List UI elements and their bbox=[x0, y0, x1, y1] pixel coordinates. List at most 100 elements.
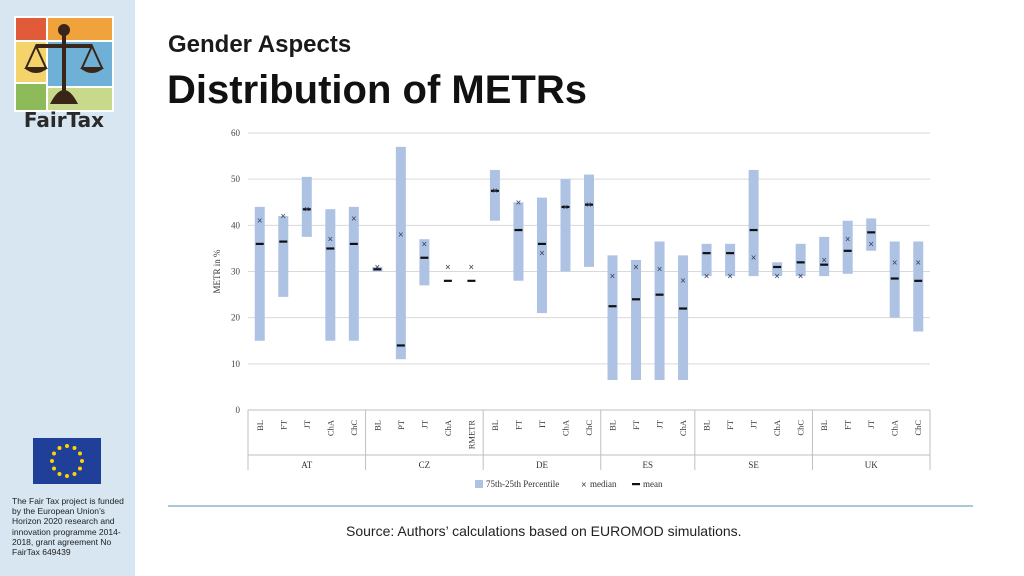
median-marker: × bbox=[586, 200, 592, 211]
percentile-box bbox=[395, 146, 406, 360]
percentile-box bbox=[678, 255, 689, 380]
mean-marker bbox=[655, 293, 664, 296]
legend-label: median bbox=[590, 479, 617, 489]
x-tick-label: BL bbox=[819, 420, 829, 431]
divider-line bbox=[168, 505, 973, 507]
median-marker: × bbox=[351, 214, 357, 225]
mean-marker bbox=[302, 208, 311, 211]
mean-marker bbox=[326, 247, 335, 250]
mean-marker bbox=[796, 261, 805, 264]
x-tick-label: ChA bbox=[772, 419, 782, 436]
y-axis-label: METR in % bbox=[212, 249, 222, 294]
median-marker: × bbox=[774, 272, 780, 283]
median-marker: × bbox=[798, 272, 804, 283]
x-tick-label: RMETR bbox=[466, 420, 476, 450]
slide-title: Distribution of METRs bbox=[167, 68, 587, 112]
mean-marker bbox=[585, 203, 593, 206]
x-tick-label: FT bbox=[725, 419, 735, 430]
percentile-box bbox=[725, 243, 736, 277]
x-tick-label: JT bbox=[419, 419, 429, 428]
median-marker: × bbox=[398, 230, 404, 241]
eu-star-icon bbox=[77, 451, 82, 456]
mean-marker bbox=[749, 228, 758, 232]
percentile-box bbox=[560, 179, 571, 272]
percentile-box bbox=[301, 176, 312, 237]
x-tick-label: ChC bbox=[584, 420, 594, 436]
x-tick-label: BL bbox=[372, 420, 382, 431]
percentile-box bbox=[254, 206, 265, 341]
mean-marker bbox=[255, 242, 264, 245]
funding-note: The Fair Tax project is funded by the Eu… bbox=[12, 496, 124, 558]
median-marker: × bbox=[539, 249, 545, 260]
median-marker: × bbox=[751, 253, 757, 264]
eu-star-icon bbox=[80, 459, 84, 463]
percentile-box bbox=[348, 206, 359, 341]
mean-marker bbox=[420, 256, 429, 259]
mean-marker bbox=[608, 305, 617, 308]
median-marker: × bbox=[727, 272, 733, 283]
group-label: SE bbox=[748, 460, 759, 470]
median-marker: × bbox=[868, 239, 874, 250]
y-tick-label: 30 bbox=[231, 267, 241, 277]
mean-marker bbox=[443, 279, 452, 282]
median-marker: × bbox=[821, 255, 827, 266]
percentile-box bbox=[419, 239, 430, 286]
median-marker: × bbox=[469, 262, 475, 273]
percentile-box bbox=[325, 209, 336, 341]
percentile-box bbox=[748, 169, 759, 277]
y-tick-label: 10 bbox=[231, 359, 241, 369]
mean-marker bbox=[820, 263, 829, 266]
eu-flag-icon bbox=[33, 438, 101, 484]
fairtax-scales-logo-icon bbox=[14, 16, 114, 112]
median-marker: × bbox=[304, 205, 310, 216]
mean-marker bbox=[843, 249, 852, 252]
median-marker: × bbox=[915, 258, 921, 269]
legend-median-marker: × bbox=[581, 480, 587, 491]
eu-star-icon bbox=[57, 446, 62, 451]
eu-star-icon bbox=[50, 459, 54, 463]
mean-marker bbox=[890, 277, 899, 280]
mean-marker bbox=[726, 252, 735, 255]
percentile-box bbox=[278, 216, 289, 297]
percentile-box bbox=[513, 202, 524, 281]
percentile-box bbox=[536, 197, 547, 314]
mean-marker bbox=[537, 242, 546, 245]
y-tick-label: 0 bbox=[236, 405, 241, 415]
mean-marker bbox=[514, 228, 523, 232]
x-tick-label: PT bbox=[396, 419, 406, 430]
x-tick-label: ChC bbox=[913, 420, 923, 436]
percentile-box bbox=[607, 255, 618, 380]
x-tick-label: ChA bbox=[443, 419, 453, 436]
eu-star-icon bbox=[72, 446, 77, 451]
group-label: DE bbox=[536, 460, 548, 470]
percentile-box bbox=[819, 236, 830, 277]
percentile-box bbox=[654, 241, 665, 380]
median-marker: × bbox=[704, 272, 710, 283]
mean-marker bbox=[561, 205, 570, 209]
median-marker: × bbox=[563, 202, 569, 213]
x-tick-label: BL bbox=[490, 420, 500, 431]
eu-star-icon bbox=[65, 444, 69, 448]
mean-marker bbox=[467, 279, 476, 282]
x-tick-label: FT bbox=[631, 419, 641, 430]
x-tick-label: ChA bbox=[678, 419, 688, 436]
legend-mean-marker bbox=[632, 483, 640, 486]
x-tick-label: FT bbox=[513, 419, 523, 430]
median-marker: × bbox=[374, 262, 380, 273]
eu-star-icon bbox=[52, 451, 57, 456]
legend-label: 75th-25th Percentile bbox=[486, 479, 559, 489]
sidebar: FairTax The Fair Tax project is funded b… bbox=[0, 0, 135, 576]
mean-marker bbox=[867, 231, 876, 234]
mean-marker bbox=[702, 252, 711, 255]
x-tick-label: JT bbox=[655, 419, 665, 428]
brand-name: FairTax bbox=[23, 108, 105, 132]
x-tick-label: ChA bbox=[890, 419, 900, 436]
percentile-box bbox=[795, 243, 806, 277]
group-label: CZ bbox=[419, 460, 431, 470]
metr-box-chart: 0 10 20 30 40 50 60 METR in % × BL × FT × JT × ChA × ChC A… bbox=[212, 128, 931, 491]
y-tick-label: 50 bbox=[231, 174, 241, 184]
percentile-box bbox=[913, 241, 924, 332]
percentile-box bbox=[584, 174, 594, 267]
median-marker: × bbox=[422, 239, 428, 250]
x-tick-label: FT bbox=[843, 419, 853, 430]
